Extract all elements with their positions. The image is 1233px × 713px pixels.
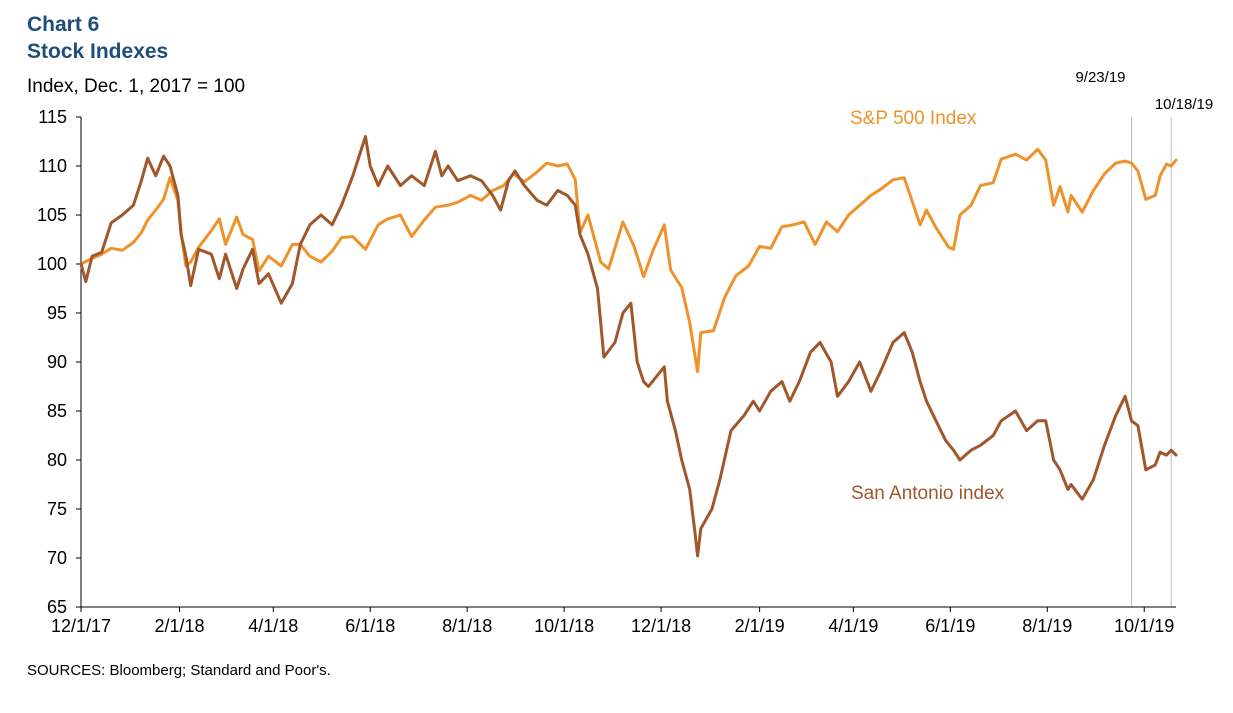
chart-number: Chart 6 (27, 13, 100, 36)
chart-title: Stock Indexes (27, 40, 169, 63)
y-tick-label: 110 (38, 156, 67, 176)
s-p-500-index-line (79, 147, 1178, 374)
x-tick-label: 2/1/19 (735, 616, 785, 636)
y-tick-label: 70 (47, 548, 67, 568)
series-lines (79, 135, 1178, 558)
reference-line-label: 10/18/19 (1155, 96, 1213, 113)
y-tick-label: 115 (38, 107, 67, 127)
reference-lines (1131, 117, 1172, 607)
x-tick-label: 10/1/19 (1114, 616, 1174, 636)
series-label: S&P 500 Index (850, 108, 977, 129)
x-tick-label: 2/1/18 (155, 616, 205, 636)
series-label: San Antonio index (851, 483, 1005, 504)
x-tick-label: 10/1/18 (534, 616, 594, 636)
labels: 9/23/19 10/18/19 S&P 500 Index San Antonio … (850, 69, 1213, 504)
y-tick-label: 75 (47, 499, 67, 519)
y-tick-label: 90 (47, 352, 67, 372)
x-tick-label: 12/1/17 (51, 616, 111, 636)
x-tick-label: 6/1/18 (345, 616, 395, 636)
y-axis-label: Index, Dec. 1, 2017 = 100 (27, 76, 246, 97)
san-antonio-index-line (79, 135, 1178, 558)
axes: 65 70 75 80 85 90 95 100 105 110 115 12/1/17 2/1/18 4… (37, 107, 1176, 636)
y-tick-label: 95 (47, 303, 67, 323)
y-tick-label: 65 (47, 597, 67, 617)
reference-line-label: 9/23/19 (1075, 69, 1125, 86)
y-tick-label: 80 (47, 450, 67, 470)
y-tick-label: 105 (37, 205, 67, 225)
x-tick-label: 12/1/18 (631, 616, 691, 636)
x-tick-label: 4/1/18 (248, 616, 298, 636)
x-tick-label: 8/1/19 (1022, 616, 1072, 636)
y-tick-label: 85 (47, 401, 67, 421)
y-tick-label: 100 (37, 254, 67, 274)
x-tick-label: 4/1/19 (828, 616, 878, 636)
source-note: SOURCES: Bloomberg; Standard and Poor's. (27, 662, 331, 679)
x-tick-label: 6/1/19 (925, 616, 975, 636)
x-tick-label: 8/1/18 (442, 616, 492, 636)
